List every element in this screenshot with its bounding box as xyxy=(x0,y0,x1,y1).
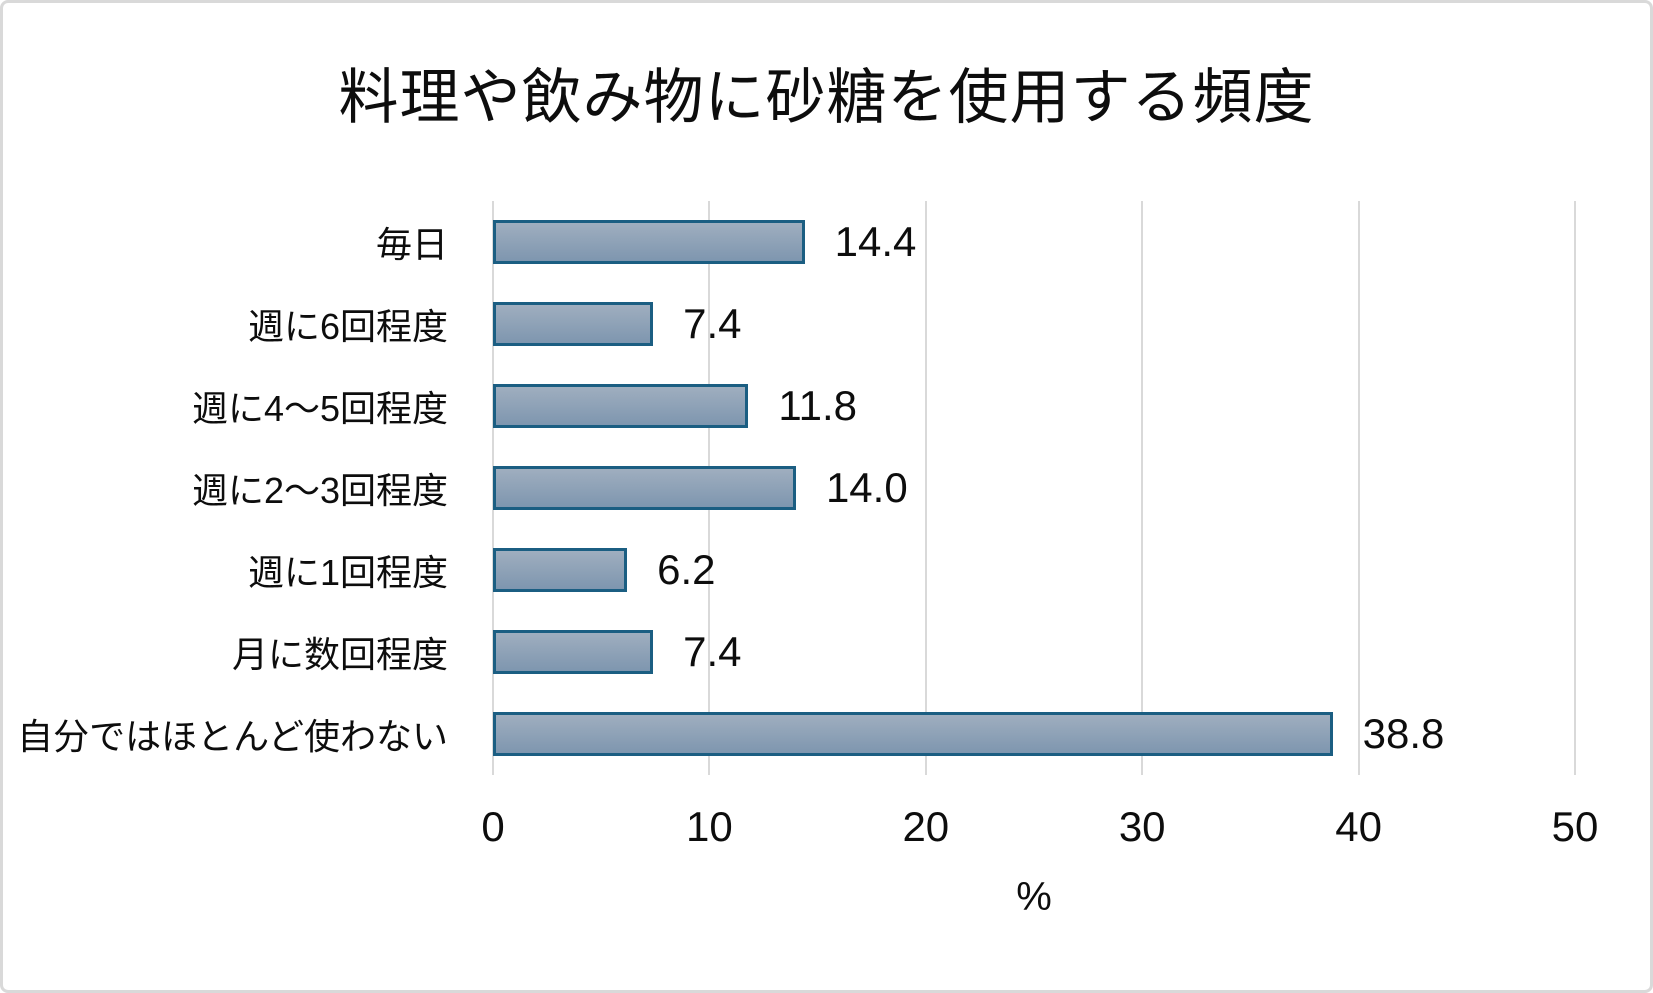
bar-value-label: 38.8 xyxy=(1362,710,1445,757)
bar xyxy=(493,466,796,510)
x-tick-label: 50 xyxy=(1551,803,1599,850)
bar xyxy=(493,712,1333,756)
category-label: 月に数回程度 xyxy=(231,634,448,675)
gridline xyxy=(1141,201,1144,775)
category-label: 毎日 xyxy=(375,224,448,265)
bar-value-label: 7.4 xyxy=(683,300,742,347)
x-tick-label: 40 xyxy=(1335,803,1382,850)
bar-row: 14.0 xyxy=(493,447,1575,529)
bar xyxy=(493,220,805,264)
x-axis-title: % xyxy=(1016,875,1052,919)
bar xyxy=(493,384,749,428)
bar-value-label: 14.0 xyxy=(825,464,908,511)
bar-series: 14.4 7.4 11.8 14.0 6.2 7.4 38.8 xyxy=(493,201,1575,775)
plot-area: 14.4 7.4 11.8 14.0 6.2 7.4 38.8 xyxy=(492,201,1576,775)
category-axis: 毎日週に6回程度週に4～5回程度 週に2～3回程度週に1回程度月に数回程度自分では… xyxy=(3,201,448,775)
bar-row: 11.8 xyxy=(493,365,1575,447)
bar-value-label: 11.8 xyxy=(778,382,857,429)
bar-row: 6.2 xyxy=(493,529,1575,611)
bar-row: 14.4 xyxy=(493,201,1575,283)
x-tick-label: 0 xyxy=(481,803,505,850)
x-tick-label: 30 xyxy=(1118,803,1166,850)
bar xyxy=(493,302,654,346)
bar-value-label: 7.4 xyxy=(683,628,742,675)
x-tick-label: 10 xyxy=(686,803,733,850)
bar xyxy=(493,630,654,674)
bar-value-label: 6.2 xyxy=(657,546,716,593)
x-tick-label: 20 xyxy=(902,803,950,850)
bar-row: 7.4 xyxy=(493,611,1575,693)
bar-value-label: 14.4 xyxy=(834,218,917,265)
bar-row: 7.4 xyxy=(493,283,1575,365)
bar-row: 38.8 xyxy=(493,693,1575,775)
category-label: 週に6回程度 xyxy=(247,306,448,347)
gridline xyxy=(1357,201,1360,775)
category-label: 自分ではほとんど使わない xyxy=(17,716,448,757)
category-label: 週に1回程度 xyxy=(247,552,448,593)
gridline xyxy=(924,201,927,775)
chart-title: 料理や飲み物に砂糖を使用する頻度 xyxy=(338,64,1315,131)
category-label: 週に2～3回程度 xyxy=(191,470,448,511)
x-axis-ticks: 0 10 20 30 40 50 xyxy=(481,803,1598,853)
gridline xyxy=(1574,201,1576,775)
bar xyxy=(493,548,628,592)
category-label: 週に4～5回程度 xyxy=(191,388,448,429)
